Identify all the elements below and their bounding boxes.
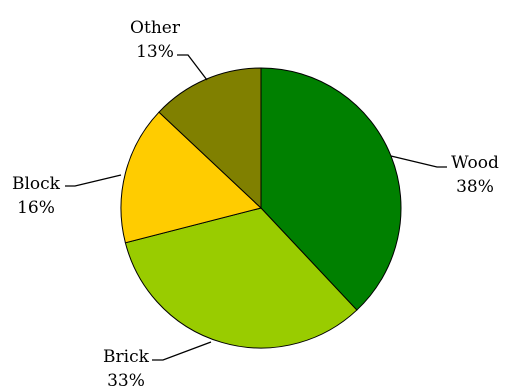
pie-slice-block [120, 111, 263, 244]
leader-line-wood [390, 155, 447, 168]
slice-label-block-name: Block [12, 174, 61, 194]
leader-line-brick [152, 341, 212, 361]
slice-label-other-name: Other [130, 18, 181, 38]
slice-label-brick-name: Brick [103, 347, 150, 367]
leader-line-other [177, 54, 208, 81]
pie-slices [120, 67, 402, 349]
slice-label-other-value: 13% [136, 42, 174, 62]
leader-line-block [65, 174, 122, 187]
pie-slice-brick [124, 207, 358, 349]
slice-label-block-value: 16% [17, 198, 55, 218]
slice-label-wood-value: 38% [456, 177, 494, 197]
slice-label-brick-value: 33% [107, 371, 145, 391]
pie-slice-other [158, 67, 262, 210]
slice-label-wood-name: Wood [451, 153, 499, 173]
